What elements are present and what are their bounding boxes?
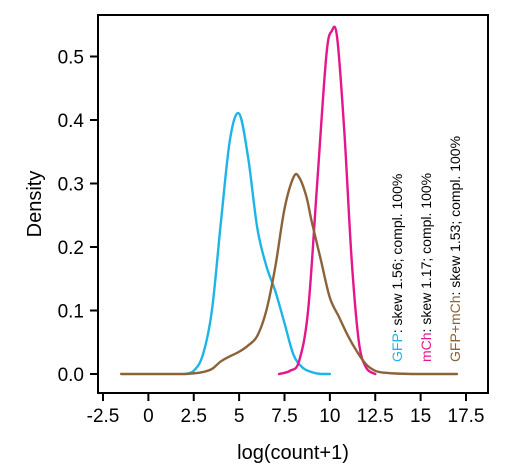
x-tick-label: -2.5	[87, 406, 120, 427]
y-axis-ticks: 0.0 0.1 0.2 0.3 0.4 0.5	[58, 48, 98, 386]
series-line-gfp-mch	[119, 172, 459, 376]
annotation-series-label: GFP	[389, 333, 405, 362]
x-tick-label: 2.5	[181, 406, 207, 427]
annotation-stats: : skew 1.56; compl. 100%	[389, 174, 405, 334]
series-line-mch	[277, 25, 377, 376]
y-tick-label: 0.5	[58, 48, 84, 69]
y-tick-label: 0.2	[58, 238, 84, 259]
annotation-series-label: GFP+mCh	[447, 295, 463, 362]
x-tick-label: 5	[234, 406, 245, 427]
annotation-stats: : skew 1.17; compl. 100%	[418, 173, 434, 333]
annotations: GFP: skew 1.56; compl. 100% mCh: skew 1.1…	[389, 136, 463, 362]
annotation-series-label: mCh	[418, 332, 434, 362]
y-axis-title: Density	[24, 171, 46, 238]
series-line-gfp	[183, 111, 332, 376]
x-tick-label: 12.5	[357, 406, 394, 427]
x-tick-label: 7.5	[271, 406, 297, 427]
annotation-mch: mCh: skew 1.17; compl. 100%	[418, 173, 434, 362]
series-layer	[119, 25, 459, 376]
y-tick-label: 0.0	[58, 365, 84, 386]
annotation-stats: : skew 1.53; compl. 100%	[447, 136, 463, 296]
y-tick-label: 0.4	[58, 111, 85, 132]
x-axis-title: log(count+1)	[237, 442, 349, 464]
annotation-gfp-mch: GFP+mCh: skew 1.53; compl. 100%	[447, 136, 463, 362]
x-tick-label: 15	[410, 406, 431, 427]
y-tick-label: 0.1	[58, 302, 84, 323]
x-axis-ticks: -2.5 0 2.5 5 7.5 10 12.5 15 17.5	[87, 393, 485, 427]
x-tick-label: 17.5	[448, 406, 485, 427]
x-tick-label: 0	[143, 406, 154, 427]
plot-frame	[97, 14, 489, 394]
annotation-gfp: GFP: skew 1.56; compl. 100%	[389, 174, 405, 362]
y-tick-label: 0.3	[58, 175, 84, 196]
x-tick-label: 10	[319, 406, 340, 427]
